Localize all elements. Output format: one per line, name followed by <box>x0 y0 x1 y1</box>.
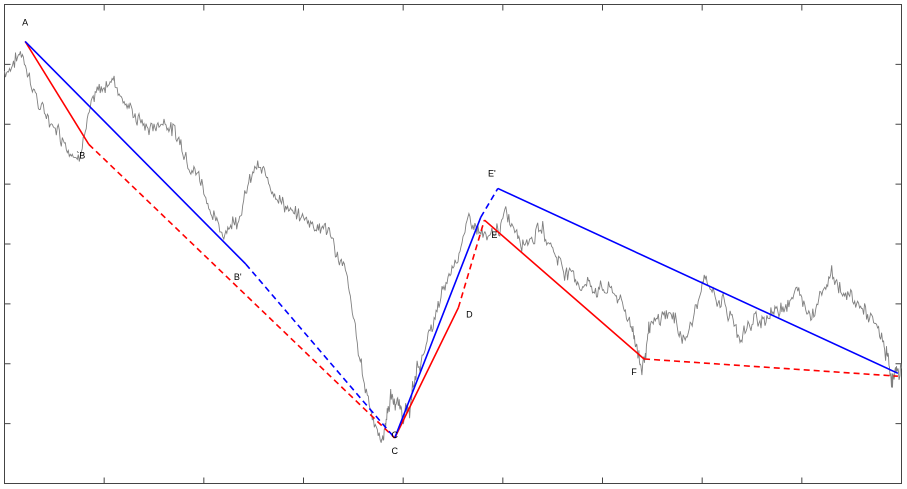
axis-ticks <box>4 4 902 484</box>
blue-segment-solid <box>497 187 899 375</box>
point-label: C <box>391 446 398 456</box>
red-segment-dashed <box>457 219 486 308</box>
point-label: B' <box>234 272 242 282</box>
point-label: `B <box>76 150 85 160</box>
blue-segment-dashed <box>245 263 396 439</box>
plot-frame <box>4 4 902 484</box>
pattern-lines <box>24 40 899 439</box>
red-segment-solid <box>483 219 645 360</box>
point-label: F <box>631 367 637 377</box>
red-segment-dashed <box>644 358 898 378</box>
point-labels: A `B C D E F B' C E' <box>22 17 637 456</box>
price-series <box>4 51 902 443</box>
blue-segment-solid <box>24 40 247 265</box>
point-label: D <box>466 310 473 320</box>
point-label: C <box>391 430 398 440</box>
red-segment-dashed <box>88 143 396 439</box>
red-segment-solid <box>24 40 90 145</box>
price-line <box>4 51 902 443</box>
red-segment-solid <box>393 307 460 439</box>
point-label: A <box>22 17 28 27</box>
point-label: E <box>491 230 497 240</box>
blue-segment-dashed <box>480 188 499 218</box>
blue-segment-solid <box>393 216 482 439</box>
point-label: E' <box>488 168 496 178</box>
